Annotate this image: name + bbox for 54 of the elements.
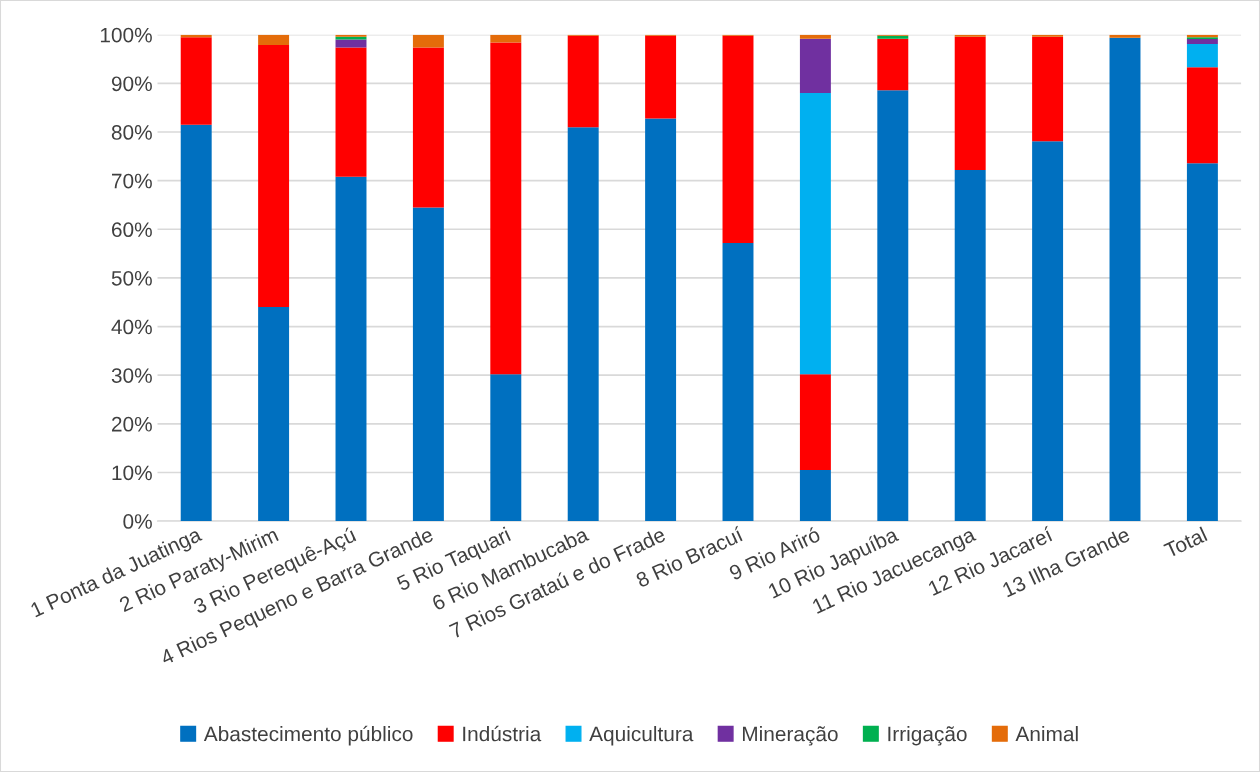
bar	[412, 47, 444, 208]
bar	[180, 37, 212, 125]
bar	[567, 127, 599, 522]
bar	[412, 207, 444, 522]
legend-label: Mineração	[742, 726, 838, 746]
bar	[799, 38, 831, 94]
bar	[645, 118, 677, 522]
legend-label: Indústria	[463, 725, 542, 742]
bar	[954, 169, 986, 522]
bar	[490, 34, 522, 43]
bar	[1032, 141, 1064, 522]
bar	[258, 307, 290, 522]
bar	[645, 35, 677, 119]
bar	[567, 35, 599, 128]
bar	[877, 38, 909, 91]
bar	[722, 242, 754, 522]
bar	[1186, 67, 1218, 164]
legend-label: Abastecimento público	[203, 725, 413, 746]
bar	[1032, 36, 1064, 142]
bar	[1186, 43, 1218, 68]
y-tick-label: 40%	[111, 319, 152, 335]
y-tick-label: 60%	[112, 222, 152, 238]
legend-label: Irrigação	[888, 726, 967, 746]
bar	[335, 47, 367, 177]
bar	[490, 42, 522, 375]
y-tick-label: 100%	[100, 27, 152, 43]
bar	[412, 34, 444, 48]
bar	[490, 374, 522, 522]
bar	[799, 470, 831, 522]
legend-label: Aquicultura	[589, 726, 694, 746]
legend-label: Animal	[1015, 726, 1078, 742]
bar	[180, 124, 212, 522]
y-tick-label: 70%	[112, 173, 152, 189]
bar	[258, 34, 290, 45]
y-tick-label: 30%	[111, 368, 152, 383]
y-tick-label: 10%	[112, 465, 152, 481]
bar	[799, 34, 831, 39]
bar	[1186, 163, 1218, 522]
y-tick-label: 90%	[111, 76, 152, 92]
bar	[258, 44, 290, 308]
y-tick-label: 50%	[111, 270, 152, 286]
y-tick-label: 80%	[111, 125, 152, 140]
bar	[799, 93, 831, 375]
bar	[335, 176, 367, 522]
bar	[877, 90, 909, 522]
bar	[1109, 34, 1141, 38]
bar	[954, 36, 986, 170]
bar	[1186, 39, 1218, 44]
y-tick-label: 20%	[111, 416, 152, 432]
y-tick-label: 0%	[123, 514, 152, 529]
x-tick-label: Total	[1162, 526, 1208, 559]
bar	[722, 35, 754, 243]
bar	[1109, 37, 1141, 522]
bar	[799, 374, 831, 471]
